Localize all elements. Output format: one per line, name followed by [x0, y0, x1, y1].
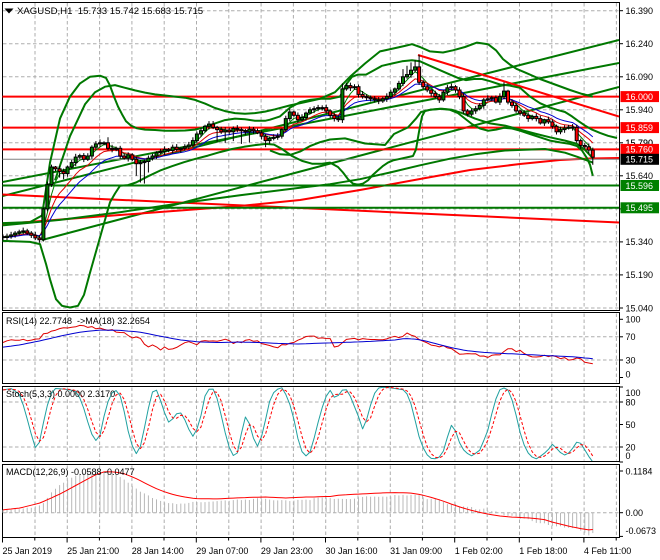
svg-text:Stoch(5,3,3) 0.0000 2.3170: Stoch(5,3,3) 0.0000 2.3170	[6, 389, 115, 399]
svg-text:15.790: 15.790	[626, 138, 654, 148]
svg-text:70: 70	[626, 332, 636, 342]
svg-text:RSI(14) 22.7748 ->MA(18) 32.2: RSI(14) 22.7748 ->MA(18) 32.2654	[6, 316, 150, 326]
svg-text:15.596: 15.596	[626, 181, 654, 191]
svg-text:100: 100	[626, 388, 641, 398]
svg-text:30: 30	[626, 355, 636, 365]
svg-text:31 Jan 09:00: 31 Jan 09:00	[390, 546, 442, 556]
svg-text:15.715: 15.715	[626, 155, 654, 165]
svg-text:15.190: 15.190	[626, 270, 654, 280]
svg-text:16.240: 16.240	[626, 39, 654, 49]
svg-text:4 Feb 11:00: 4 Feb 11:00	[584, 546, 631, 556]
svg-text:28 Jan 14:00: 28 Jan 14:00	[132, 546, 184, 556]
svg-text:25 Jan 21:00: 25 Jan 21:00	[67, 546, 119, 556]
svg-text:15.495: 15.495	[626, 203, 654, 213]
svg-text:15.640: 15.640	[626, 171, 654, 181]
svg-text:25 Jan 2019: 25 Jan 2019	[3, 546, 53, 556]
svg-text:30 Jan 16:00: 30 Jan 16:00	[326, 546, 378, 556]
svg-text:MACD(12,26,9) -0.0588 -0.0477: MACD(12,26,9) -0.0588 -0.0477	[6, 467, 135, 477]
svg-text:15.859: 15.859	[626, 123, 654, 133]
svg-text:16.090: 16.090	[626, 72, 654, 82]
svg-text:1 Feb 18:00: 1 Feb 18:00	[519, 546, 567, 556]
svg-text:15.940: 15.940	[626, 105, 654, 115]
svg-text:15.040: 15.040	[626, 303, 654, 313]
svg-text:20: 20	[626, 442, 636, 452]
svg-text:0: 0	[626, 370, 631, 380]
svg-text:100: 100	[626, 315, 641, 325]
svg-text:XAGUSD,H1 15.733 15.742 15.68: XAGUSD,H1 15.733 15.742 15.683 15.715	[17, 6, 203, 17]
svg-text:80: 80	[626, 397, 636, 407]
svg-text:29 Jan 07:00: 29 Jan 07:00	[196, 546, 248, 556]
svg-text:16.390: 16.390	[626, 6, 654, 16]
svg-text:0.00: 0.00	[626, 508, 644, 518]
svg-text:0: 0	[626, 451, 631, 461]
svg-text:15.790: 15.790	[626, 138, 654, 148]
svg-text:1 Feb 02:00: 1 Feb 02:00	[455, 546, 503, 556]
svg-text:-0.0673: -0.0673	[626, 526, 657, 536]
svg-text:29 Jan 23:00: 29 Jan 23:00	[261, 546, 313, 556]
svg-text:0.1184: 0.1184	[626, 467, 653, 477]
svg-text:16.000: 16.000	[626, 92, 654, 102]
svg-text:15.340: 15.340	[626, 237, 654, 247]
svg-text:50: 50	[626, 420, 636, 430]
svg-text:15.760: 15.760	[626, 145, 654, 155]
